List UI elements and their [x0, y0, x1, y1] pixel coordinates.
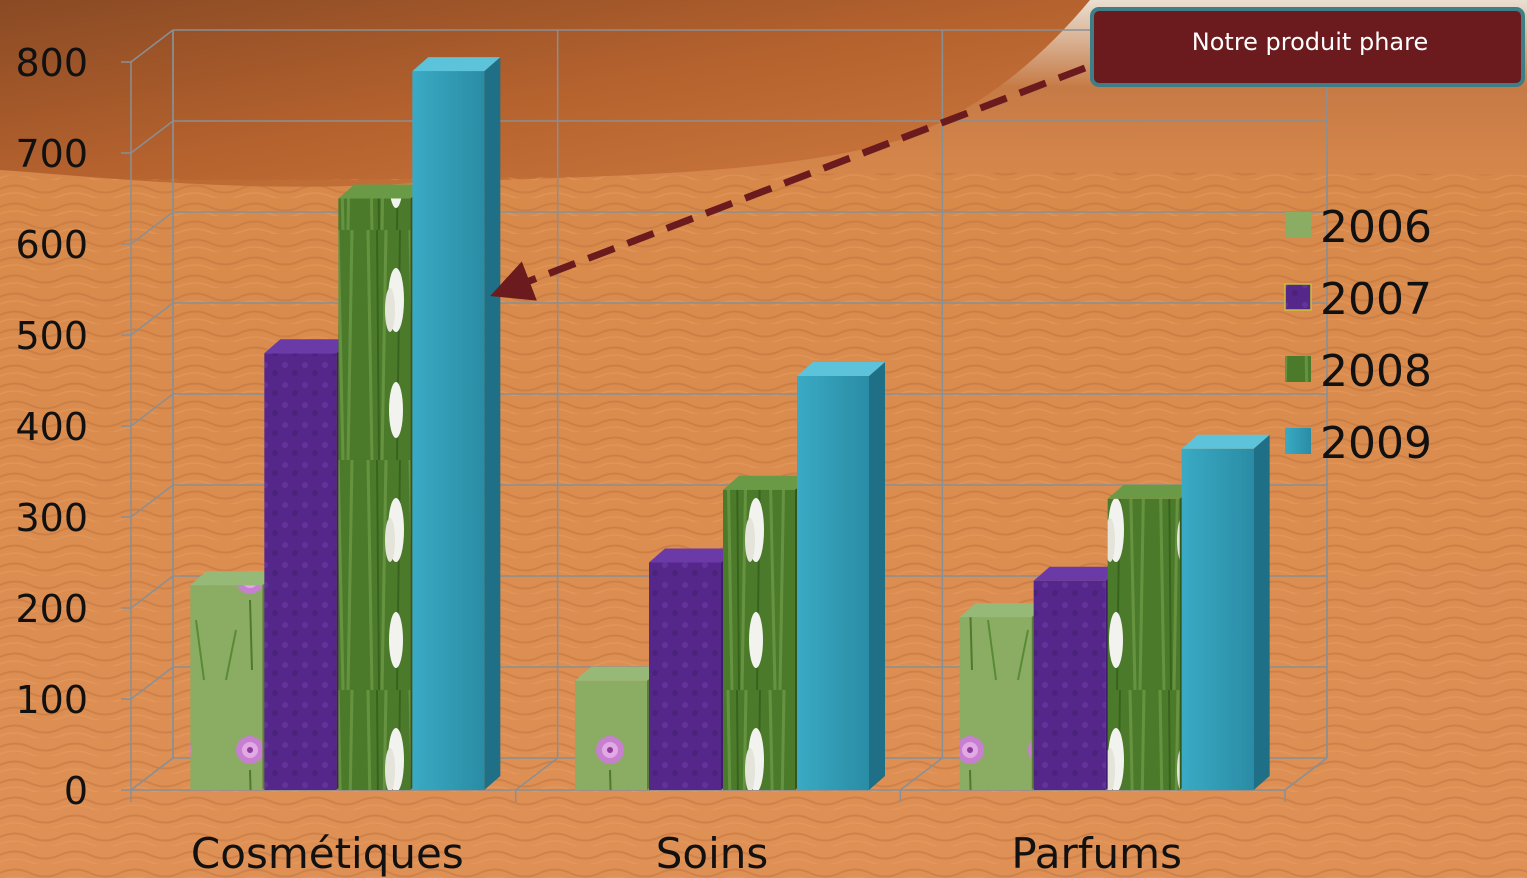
legend: 2006 2007 2008 2009 [1284, 202, 1432, 469]
y-tick-label: 300 [15, 496, 88, 540]
gridline-side [130, 666, 174, 700]
legend-item-2009: 2009 [1285, 418, 1432, 469]
floor-divider [515, 757, 559, 791]
y-tick-label: 600 [15, 223, 88, 267]
y-axis: 0 100 200 300 400 500 600 700 800 [15, 41, 132, 813]
bar-front [649, 562, 721, 790]
bar-front [412, 71, 485, 791]
bar-top [190, 571, 279, 586]
legend-swatch [1285, 212, 1311, 238]
gridline-side [130, 29, 174, 63]
legend-label: 2008 [1320, 346, 1432, 397]
bar-front [1107, 498, 1180, 790]
callout-box [1090, 7, 1525, 87]
bars [190, 57, 1270, 791]
bar-top [412, 57, 501, 72]
bar-front [959, 617, 1032, 790]
bar-top [264, 339, 353, 354]
bar-front [1033, 580, 1106, 790]
bar-front [1181, 448, 1254, 790]
y-tick-label: 700 [15, 132, 88, 176]
x-tick-label: Cosmétiques [191, 829, 464, 878]
bar-top [1033, 566, 1122, 581]
bar-top [1107, 484, 1196, 499]
bar-top [575, 666, 663, 681]
legend-item-2006: 2006 [1285, 202, 1432, 253]
callout-arrow [490, 64, 1087, 301]
floor-divider [130, 757, 174, 791]
callout: Notre produit phare [490, 7, 1525, 301]
legend-label: 2006 [1320, 202, 1432, 253]
bar-2009-2 [1181, 434, 1270, 790]
y-tick-label: 800 [15, 41, 88, 85]
bar-2009-1 [797, 361, 885, 790]
bar-front [797, 375, 869, 790]
floor-side-edge [1284, 757, 1328, 791]
floor-divider [899, 757, 943, 791]
bar-side [484, 57, 501, 791]
bar-front [723, 489, 795, 790]
bar-top [723, 475, 811, 490]
gridline-side [130, 211, 174, 245]
bar-front [190, 585, 263, 790]
bar-top [649, 548, 737, 563]
x-axis: Cosmétiques Soins Parfums [130, 790, 1286, 878]
legend-swatch [1285, 356, 1311, 382]
legend-swatch [1285, 428, 1311, 454]
y-tick-label: 500 [15, 314, 88, 358]
bar-2009-0 [412, 57, 501, 791]
legend-label: 2009 [1320, 418, 1432, 469]
bar-top [797, 361, 885, 376]
legend-item-2008: 2008 [1285, 346, 1432, 397]
gridline-side [130, 302, 174, 336]
y-tick-label: 400 [15, 405, 88, 449]
legend-label: 2007 [1320, 274, 1432, 325]
gridline-side [130, 484, 174, 518]
bar-top [338, 184, 427, 199]
bar-side [1253, 434, 1270, 790]
legend-swatch [1284, 283, 1312, 311]
x-tick-label: Soins [656, 829, 769, 878]
legend-item-2007: 2007 [1284, 274, 1432, 325]
gridline-side [130, 393, 174, 427]
y-tick-label: 200 [15, 587, 88, 631]
y-tick-label: 0 [64, 769, 88, 813]
bar-side [869, 361, 885, 790]
bar-top [959, 603, 1048, 618]
bar-2006-0 [190, 571, 279, 790]
gridline-side [130, 120, 174, 154]
bar-front [264, 353, 337, 790]
bar-front [575, 680, 647, 790]
y-tick-label: 100 [15, 678, 88, 722]
bar-front [338, 198, 411, 790]
callout-text: Notre produit phare [1192, 28, 1428, 56]
x-tick-label: Parfums [1011, 829, 1182, 878]
gridline-side [130, 575, 174, 609]
bar-top [1181, 434, 1270, 449]
